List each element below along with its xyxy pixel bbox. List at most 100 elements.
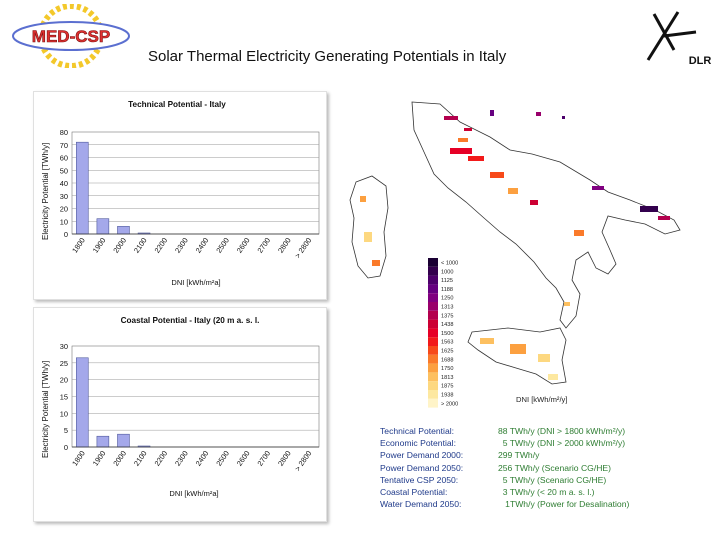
- legend-swatch: [428, 337, 438, 346]
- legend-swatch: [428, 258, 438, 267]
- chart-svg: Coastal Potential - Italy (20 m a. s. l.…: [41, 316, 320, 498]
- legend-swatch: [428, 328, 438, 338]
- legend-label: 1375: [441, 313, 453, 319]
- legend-swatch: [428, 293, 438, 302]
- legend-label: 1750: [441, 366, 453, 372]
- y-tick-label: 20: [60, 376, 68, 385]
- sardinia: [349, 175, 389, 279]
- bar: [117, 226, 130, 235]
- dni-sites: [360, 110, 670, 380]
- x-tick-label: 2100: [132, 236, 149, 255]
- page-title: Solar Thermal Electricity Generating Pot…: [148, 48, 507, 65]
- y-tick-label: 70: [60, 141, 68, 150]
- legend-label: 1688: [441, 357, 453, 363]
- legend-label: 1188: [441, 287, 453, 293]
- legend-swatch: [428, 319, 438, 329]
- x-tick-label: 2500: [214, 449, 231, 468]
- summary-value: 5 TWh/y (Scenario CG/HE): [498, 474, 607, 485]
- x-tick-label: 1900: [91, 236, 108, 255]
- legend-label: < 1000: [441, 261, 458, 267]
- summary-value: 256 TWh/y (Scenario CG/HE): [498, 462, 612, 473]
- y-tick-label: 30: [60, 192, 68, 201]
- x-axis-label: DNI [kWh/m²a]: [169, 489, 218, 498]
- summary-label: Technical Potential:: [380, 426, 455, 436]
- legend-swatch: [428, 275, 438, 285]
- italy-dni-map: < 1000 1000 1125 1188 1250 1313 1375 1438 1500 15…: [349, 101, 681, 408]
- y-tick-label: 5: [64, 426, 68, 435]
- summary-value: 1TWh/y (Power for Desalination): [498, 499, 630, 510]
- italian-peninsula: [411, 101, 681, 329]
- summary-value: 299 TWh/y: [498, 450, 540, 461]
- technical-potential-chart: Technical Potential - Italy Electricity …: [33, 91, 327, 300]
- legend-label: 1500: [441, 331, 453, 337]
- y-tick-label: 40: [60, 179, 68, 188]
- legend-label: 1875: [441, 384, 453, 390]
- coastal-potential-chart: Coastal Potential - Italy (20 m a. s. l.…: [33, 307, 327, 522]
- x-tick-label: 2000: [111, 236, 128, 255]
- x-tick-label: 2400: [194, 449, 211, 468]
- bar: [76, 141, 89, 235]
- y-tick-label: 30: [60, 342, 68, 351]
- x-tick-label: 2700: [255, 449, 272, 468]
- legend-swatch: [428, 363, 438, 373]
- x-tick-label: 2100: [132, 449, 149, 468]
- x-tick-label: 1900: [91, 449, 108, 468]
- legend-label: 1563: [441, 340, 453, 346]
- chart-svg: Technical Potential - Italy Electricity …: [41, 100, 320, 287]
- legend-swatch: [428, 310, 438, 320]
- x-tick-label: 2300: [173, 449, 190, 468]
- y-tick-label: 0: [64, 443, 68, 452]
- summary-value: 3 TWh/y (< 20 m a. s. l.): [498, 486, 595, 497]
- legend-swatch: [428, 372, 438, 382]
- chart-title: Technical Potential - Italy: [128, 100, 226, 109]
- y-tick-label: 10: [60, 217, 68, 226]
- x-tick-label: 2300: [173, 236, 190, 255]
- dlr-logo-text: DLR: [689, 55, 712, 67]
- x-tick-label: 1800: [70, 236, 87, 255]
- bar: [76, 357, 89, 448]
- legend-label: 1000: [441, 269, 453, 275]
- y-tick-label: 25: [60, 359, 68, 368]
- legend-swatch: [428, 346, 438, 355]
- legend-swatch: [428, 390, 438, 399]
- med-csp-logo: MED-CSP: [12, 4, 130, 68]
- legend-swatch: [428, 398, 438, 408]
- legend-label: 1438: [441, 322, 453, 328]
- bar: [96, 218, 110, 235]
- legend-swatch: [428, 266, 438, 276]
- legend-swatch: [428, 354, 438, 364]
- x-tick-label: 2800: [276, 449, 293, 468]
- x-tick-label: 2200: [152, 236, 169, 255]
- y-axis-label: Electricity Potential [TWh/y]: [41, 143, 50, 240]
- summary-label: Economic Potential:: [380, 438, 456, 449]
- x-tick-label: 2400: [194, 236, 211, 255]
- summary-value: 88 TWh/y (DNI > 1800 kWh/m²/y): [498, 426, 626, 436]
- x-axis-label: DNI [kWh/m²a]: [171, 278, 220, 287]
- x-tick-label: > 2800: [293, 449, 313, 473]
- x-tick-label: 2600: [235, 449, 252, 468]
- y-axis-label: Electricity Potential [TWh/y]: [41, 361, 50, 458]
- legend-swatch: [428, 302, 438, 311]
- summary-value: 5 TWh/y (DNI > 2000 kWh/m²/y): [498, 438, 626, 449]
- y-tick-label: 15: [60, 393, 68, 402]
- y-tick-label: 0: [64, 230, 68, 239]
- legend-label: 1625: [441, 349, 453, 355]
- legend-label: 1813: [441, 375, 453, 381]
- x-tick-label: 2000: [111, 449, 128, 468]
- summary-label: Power Demand 2000:: [380, 450, 464, 461]
- legend-label: 1313: [441, 305, 453, 311]
- legend-label: 1125: [441, 278, 453, 284]
- bar: [96, 435, 110, 448]
- legend-swatch: [428, 381, 438, 390]
- legend-label: > 2000: [441, 401, 458, 407]
- chart-title: Coastal Potential - Italy (20 m a. s. l.: [121, 316, 260, 325]
- legend-swatch: [428, 284, 438, 294]
- summary-label: Power Demand 2050:: [380, 462, 464, 473]
- x-tick-label: 2800: [276, 236, 293, 255]
- bar: [117, 433, 130, 448]
- y-tick-label: 50: [60, 166, 68, 175]
- summary-label: Water Demand 2050:: [380, 499, 462, 510]
- y-tick-label: 10: [60, 409, 68, 418]
- y-tick-label: 80: [60, 128, 68, 137]
- y-tick-label: 20: [60, 205, 68, 214]
